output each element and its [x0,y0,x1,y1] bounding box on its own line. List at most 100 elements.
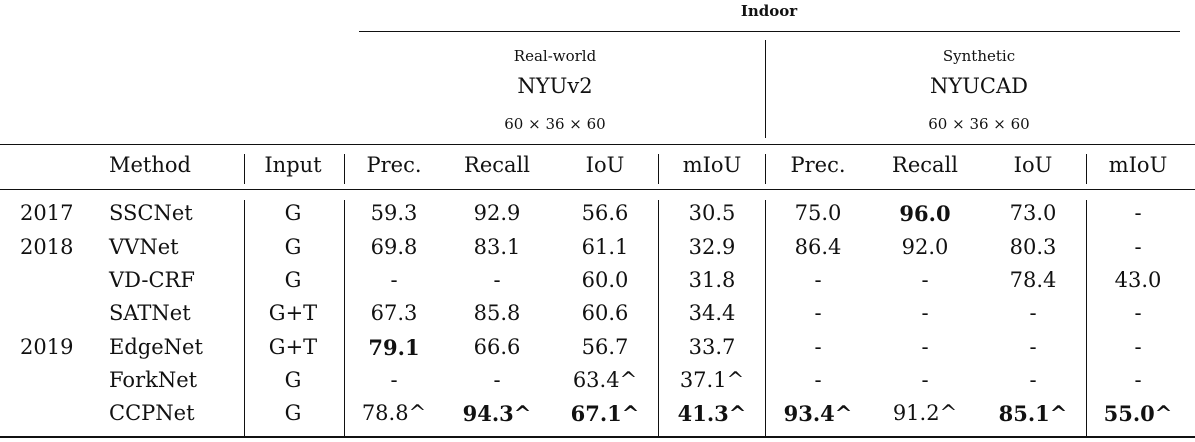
row-value: - [1134,335,1142,359]
body-sep-method [244,200,245,436]
row-value: 61.1 [581,235,629,259]
row-value: 79.1 [368,335,420,360]
col-header-prec-nyuv2: Prec. [366,153,422,177]
row-value: - [1134,368,1142,392]
col-header-method: Method [109,153,191,177]
row-value: 30.5 [688,201,736,225]
col-header-miou-nyuv2: mIoU [682,153,742,177]
row-input: G [284,235,302,259]
row-value: - [814,368,822,392]
row-year: 2017 [20,201,74,225]
row-value: 67.3 [370,301,418,325]
row-value: 60.6 [581,301,629,325]
row-value: 75.0 [794,201,842,225]
dataset-separator [765,40,766,138]
group-header: Indoor [740,2,798,20]
row-input: G+T [268,301,318,325]
row-value: 86.4 [794,235,842,259]
row-value: - [921,301,929,325]
row-value: 43.0 [1114,268,1162,292]
row-method: VVNet [109,235,179,259]
body-sep-iou-nyucad [1086,200,1087,436]
row-value: 67.1^ [570,401,640,426]
row-method: ForkNet [109,368,198,392]
row-value: - [1029,368,1037,392]
row-value: 73.0 [1009,201,1057,225]
col-header-iou-nyuv2: IoU [585,153,625,177]
row-value: - [390,268,398,292]
row-value: 78.4 [1009,268,1057,292]
row-input: G [284,268,302,292]
row-value: 69.8 [370,235,418,259]
row-value: - [1134,301,1142,325]
row-value: - [921,368,929,392]
row-value: 91.2^ [892,401,958,425]
col-header-iou-nyucad: IoU [1013,153,1053,177]
body-sep-iou [658,200,659,436]
dataset-resolution-nyucad: 60 × 36 × 60 [928,115,1030,133]
row-input: G [284,368,302,392]
row-method: EdgeNet [109,335,203,359]
row-value: 55.0^ [1103,401,1173,426]
row-value: 94.3^ [462,401,532,426]
row-value: 83.1 [473,235,521,259]
row-input: G [284,401,302,425]
row-value: 37.1^ [679,368,745,392]
row-value: 59.3 [370,201,418,225]
dataset-resolution-nyuv2: 60 × 36 × 60 [504,115,606,133]
row-method: VD-CRF [109,268,195,292]
row-value: 66.6 [473,335,521,359]
row-value: 92.0 [901,235,949,259]
row-value: 33.7 [688,335,736,359]
row-value: 60.0 [581,268,629,292]
col-sep [658,154,659,184]
row-value: - [493,368,501,392]
row-value: 80.3 [1009,235,1057,259]
row-value: 96.0 [899,201,951,226]
row-value: 34.4 [688,301,736,325]
row-input: G [284,201,302,225]
col-header-miou-nyucad: mIoU [1108,153,1168,177]
row-value: - [1029,335,1037,359]
row-value: 92.9 [473,201,521,225]
row-value: 56.6 [581,201,629,225]
dataset-kind-synthetic: Synthetic [942,47,1016,65]
col-header-input: Input [264,153,322,177]
col-sep [244,154,245,184]
row-value: 41.3^ [677,401,747,426]
col-sep [765,154,766,184]
row-value: 31.8 [688,268,736,292]
body-sep-datasets [765,200,766,436]
row-value: - [814,301,822,325]
dataset-name-nyuv2: NYUv2 [517,74,593,98]
col-header-recall-nyuv2: Recall [464,153,530,177]
table-bottom-rule [0,436,1195,438]
header-top-rule [0,144,1195,145]
row-value: - [390,368,398,392]
row-input: G+T [268,335,318,359]
header-bottom-rule [0,189,1195,190]
col-header-recall-nyucad: Recall [892,153,958,177]
row-value: 32.9 [688,235,736,259]
dataset-name-nyucad: NYUCAD [929,74,1029,98]
row-value: - [1029,301,1037,325]
row-value: - [493,268,501,292]
row-year: 2019 [20,335,74,359]
row-value: 78.8^ [361,401,427,425]
row-value: 93.4^ [783,401,853,426]
dataset-kind-realworld: Real-world [513,47,597,65]
row-value: 56.7 [581,335,629,359]
row-value: - [1134,201,1142,225]
col-header-prec-nyucad: Prec. [790,153,846,177]
group-rule [359,31,1180,32]
row-value: 85.1^ [998,401,1068,426]
row-year: 2018 [20,235,74,259]
row-value: 63.4^ [572,368,638,392]
row-value: - [921,335,929,359]
col-sep [1086,154,1087,184]
row-value: - [1134,235,1142,259]
col-sep [344,154,345,184]
row-value: - [814,268,822,292]
body-sep-input [344,200,345,436]
row-method: CCPNet [109,401,195,425]
